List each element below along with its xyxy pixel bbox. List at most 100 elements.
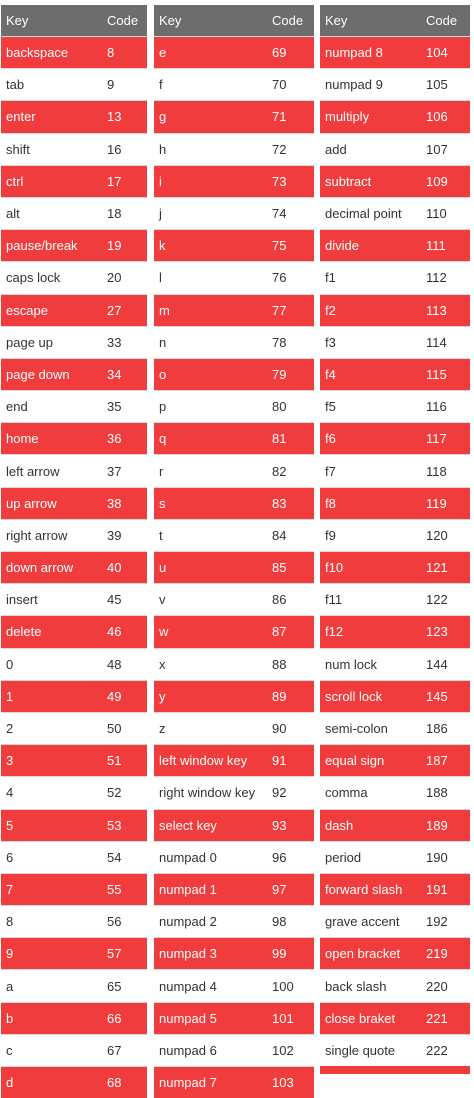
key-cell: equal sign (320, 745, 421, 777)
code-cell: 112 (421, 262, 470, 294)
key-cell: ctrl (1, 165, 102, 197)
code-cell: 116 (421, 391, 470, 423)
code-cell: 110 (421, 197, 470, 229)
code-cell: 34 (102, 358, 147, 390)
code-cell: 121 (421, 552, 470, 584)
code-cell: 221 (421, 1002, 470, 1034)
code-cell: 13 (102, 101, 147, 133)
code-cell: 114 (421, 326, 470, 358)
key-cell: numpad 8 (320, 37, 421, 69)
code-cell: 120 (421, 519, 470, 551)
key-cell: shift (1, 133, 102, 165)
code-cell: 107 (421, 133, 470, 165)
end-cell (320, 1066, 470, 1074)
key-cell: n (154, 326, 267, 358)
code-cell: 122 (421, 584, 470, 616)
key-cell: divide (320, 230, 421, 262)
key-cell: numpad 3 (154, 938, 267, 970)
code-cell: 101 (267, 1002, 314, 1034)
code-cell: 52 (102, 777, 147, 809)
key-cell: d (1, 1067, 102, 1098)
key-cell: decimal point (320, 197, 421, 229)
code-cell: 191 (421, 873, 470, 905)
code-cell: 109 (421, 165, 470, 197)
code-cell: 69 (267, 37, 314, 69)
code-cell: 39 (102, 519, 147, 551)
code-cell: 117 (421, 423, 470, 455)
key-cell: right window key (154, 777, 267, 809)
key-cell: numpad 9 (320, 69, 421, 101)
code-cell: 56 (102, 906, 147, 938)
key-cell: scroll lock (320, 680, 421, 712)
key-cell: page up (1, 326, 102, 358)
code-cell: 220 (421, 970, 470, 1002)
key-cell: forward slash (320, 873, 421, 905)
table-header: Key Code (1, 5, 147, 37)
code-cell: 91 (267, 745, 314, 777)
key-cell: caps lock (1, 262, 102, 294)
key-cell: numpad 6 (154, 1034, 267, 1066)
code-cell: 187 (421, 745, 470, 777)
code-cell: 70 (267, 69, 314, 101)
key-header: Key (154, 5, 267, 37)
key-cell: f5 (320, 391, 421, 423)
key-cell: p (154, 391, 267, 423)
key-cell: x (154, 648, 267, 680)
key-cell: select key (154, 809, 267, 841)
key-cell: page down (1, 358, 102, 390)
code-cell: 92 (267, 777, 314, 809)
key-cell: f11 (320, 584, 421, 616)
key-cell: 6 (1, 841, 102, 873)
code-cell: 106 (421, 101, 470, 133)
code-cell: 51 (102, 745, 147, 777)
key-cell: f10 (320, 552, 421, 584)
code-cell: 189 (421, 809, 470, 841)
code-cell: 73 (267, 165, 314, 197)
code-cell: 55 (102, 873, 147, 905)
code-cell: 90 (267, 712, 314, 744)
code-cell: 113 (421, 294, 470, 326)
key-cell: l (154, 262, 267, 294)
code-cell: 83 (267, 487, 314, 519)
key-cell: k (154, 230, 267, 262)
key-cell: f (154, 69, 267, 101)
key-cell: a (1, 970, 102, 1002)
key-cell: end (1, 391, 102, 423)
key-cell: o (154, 358, 267, 390)
code-cell: 18 (102, 197, 147, 229)
key-cell: up arrow (1, 487, 102, 519)
key-cell: enter (1, 101, 102, 133)
key-cell: num lock (320, 648, 421, 680)
key-cell: 0 (1, 648, 102, 680)
code-cell: 57 (102, 938, 147, 970)
key-cell: home (1, 423, 102, 455)
code-cell: 38 (102, 487, 147, 519)
